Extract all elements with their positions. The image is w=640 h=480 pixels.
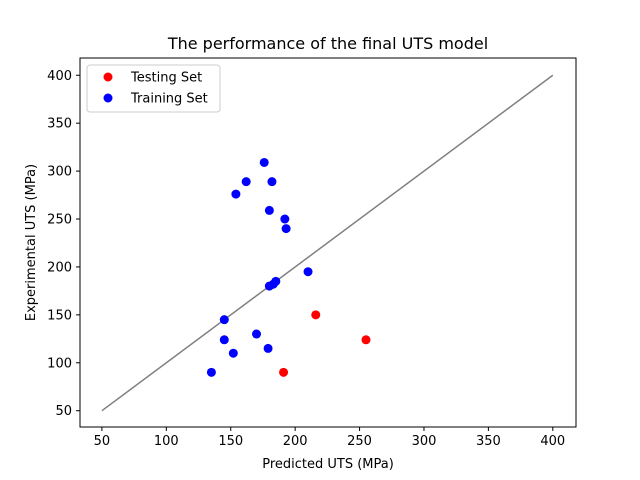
x-axis-label: Predicted UTS (MPa) [262, 457, 394, 472]
reference-line [101, 74, 554, 412]
training-set-point-5 [280, 214, 290, 224]
training-set-point-12 [251, 329, 261, 339]
training-set-point-6 [281, 224, 291, 234]
x-tick-label: 150 [218, 434, 243, 449]
training-set-point-0 [259, 157, 269, 167]
y-tick-label: 200 [47, 260, 72, 275]
x-tick-label: 350 [476, 434, 501, 449]
y-tick-label: 350 [47, 117, 72, 132]
training-set-point-3 [231, 189, 241, 199]
y-tick-label: 150 [47, 308, 72, 323]
training-set-point-1 [241, 177, 251, 187]
x-tick-label: 400 [540, 434, 565, 449]
y-tick-label: 250 [47, 213, 72, 228]
training-set-point-7 [303, 267, 313, 277]
testing-set-point-1 [361, 335, 371, 345]
training-set-point-15 [228, 348, 238, 358]
training-set-point-2 [267, 177, 277, 187]
chart-title: The performance of the final UTS model [167, 34, 488, 53]
x-tick-label: 100 [154, 434, 179, 449]
training-set-point-11 [219, 315, 229, 325]
legend-box [86, 64, 221, 113]
x-tick-label: 250 [347, 434, 372, 449]
training-set-point-16 [206, 367, 216, 377]
testing-set-point-0 [311, 310, 321, 320]
y-axis-ticks: 50 100 150 200 250 300 350 400 [47, 69, 80, 419]
testing-set-point-2 [279, 367, 289, 377]
legend-marker-training-set [103, 93, 113, 103]
training-set-point-13 [219, 335, 229, 345]
x-tick-label: 50 [94, 434, 111, 449]
training-set-point-14 [263, 343, 273, 353]
training-set-point-10 [264, 281, 274, 291]
x-axis-ticks: 50 100 150 200 250 300 350 400 [94, 427, 565, 449]
y-tick-label: 100 [47, 356, 72, 371]
legend-marker-testing-set [103, 72, 113, 82]
y-tick-label: 50 [55, 404, 72, 419]
training-set-point-4 [264, 205, 274, 215]
data-points-layer [206, 157, 371, 377]
legend-label-training-set: Training Set [130, 92, 208, 107]
x-tick-label: 200 [283, 434, 308, 449]
y-axis-label: Experimental UTS (MPa) [24, 164, 39, 321]
y-tick-label: 400 [47, 69, 72, 84]
y-tick-label: 300 [47, 165, 72, 180]
legend: Testing Set Training Set [86, 64, 221, 113]
plot-area-frame [79, 57, 577, 428]
legend-label-testing-set: Testing Set [130, 71, 202, 86]
x-tick-label: 300 [412, 434, 437, 449]
reference-line-layer [101, 74, 554, 412]
